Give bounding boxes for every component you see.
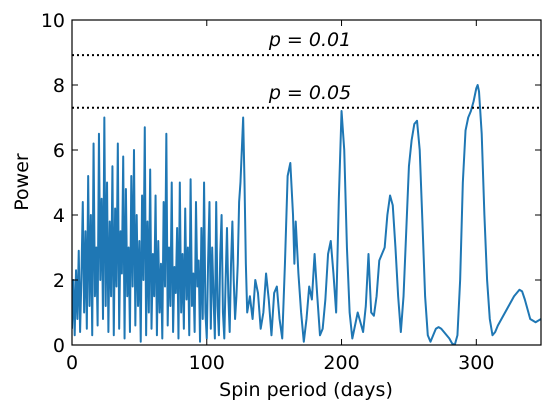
y-tick-label: 10: [41, 10, 65, 32]
y-tick-label: 0: [53, 335, 65, 357]
y-tick-label: 6: [53, 140, 65, 162]
threshold-label: p = 0.01: [268, 29, 351, 51]
x-tick-label: 100: [189, 352, 225, 374]
plot-frame: [71, 19, 542, 346]
x-axis-label: Spin period (days): [219, 379, 393, 401]
y-tick-label: 8: [53, 75, 65, 97]
y-axis-label: Power: [11, 153, 33, 211]
y-tick-label: 4: [53, 205, 65, 227]
x-tick-label: 0: [66, 352, 78, 374]
x-tick-label: 200: [323, 352, 359, 374]
x-tick-label: 300: [458, 352, 494, 374]
series-line: [72, 84, 541, 345]
y-tick-label: 2: [53, 270, 65, 292]
threshold-label: p = 0.05: [268, 82, 351, 104]
